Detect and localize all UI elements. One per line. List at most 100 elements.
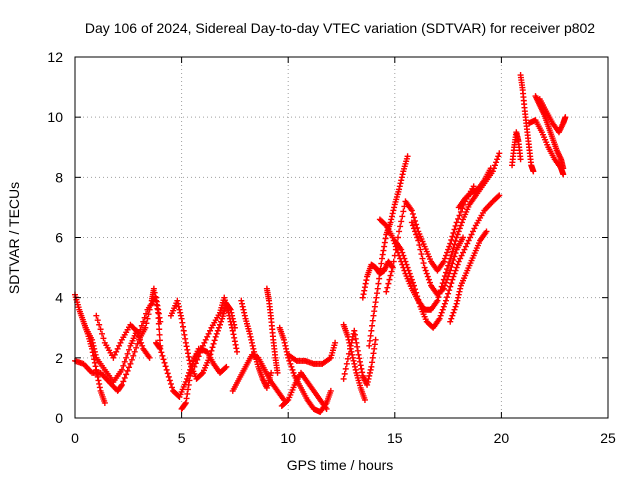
series-sat-track-11 — [263, 285, 281, 376]
data-point — [90, 342, 97, 349]
data-point — [454, 261, 461, 268]
data-point — [453, 234, 460, 241]
data-point — [117, 339, 124, 346]
data-point — [156, 326, 163, 333]
data-point — [413, 289, 420, 296]
data-point — [366, 369, 373, 376]
data-point — [286, 357, 293, 364]
data-point — [493, 159, 500, 166]
data-point — [195, 353, 202, 360]
data-point — [118, 381, 125, 388]
data-point — [182, 400, 189, 407]
data-point — [368, 363, 375, 370]
data-point — [156, 344, 163, 351]
data-point — [447, 267, 454, 274]
data-point — [390, 207, 397, 214]
data-point — [412, 228, 419, 235]
data-point — [156, 337, 163, 344]
y-tick-label: 2 — [55, 350, 63, 366]
data-point — [137, 326, 144, 333]
data-point — [182, 339, 189, 346]
data-point — [226, 312, 233, 319]
data-point — [214, 327, 221, 334]
data-point — [464, 240, 471, 247]
data-point — [469, 228, 476, 235]
data-point — [402, 258, 409, 265]
data-point — [492, 162, 499, 169]
data-point — [415, 296, 422, 303]
data-point — [356, 355, 363, 362]
data-point — [176, 306, 183, 313]
data-point — [371, 341, 378, 348]
data-point — [143, 310, 150, 317]
data-point — [120, 362, 127, 369]
data-point — [155, 310, 162, 317]
data-point — [358, 365, 365, 372]
data-point — [156, 331, 163, 338]
data-point — [187, 372, 194, 379]
data-point — [416, 242, 423, 249]
data-point — [228, 321, 235, 328]
data-point — [134, 340, 141, 347]
data-point — [151, 289, 158, 296]
data-point — [451, 253, 458, 260]
series-sat-track-29 — [536, 96, 569, 136]
y-tick-label: 0 — [55, 410, 63, 426]
data-point — [156, 314, 163, 321]
data-point — [417, 246, 424, 253]
data-point — [366, 337, 373, 344]
data-point — [388, 213, 395, 220]
data-point — [89, 339, 96, 346]
data-point — [216, 321, 223, 328]
data-point — [367, 332, 374, 339]
series-sat-track-26 — [517, 72, 537, 175]
data-point — [208, 347, 215, 354]
data-point — [152, 293, 159, 300]
data-point — [384, 284, 391, 291]
data-point — [387, 219, 394, 226]
data-point — [415, 237, 422, 244]
data-point — [274, 369, 281, 376]
data-point — [92, 363, 99, 370]
data-point — [448, 264, 455, 271]
data-point — [144, 315, 151, 322]
data-point — [353, 339, 360, 346]
series-sat-track-18 — [366, 153, 411, 349]
data-point — [96, 384, 103, 391]
data-point — [153, 298, 160, 305]
data-point — [113, 348, 120, 355]
data-point — [423, 270, 430, 277]
data-point — [442, 297, 449, 304]
series-sat-track-22 — [408, 219, 467, 298]
data-point — [375, 280, 382, 287]
series-sat-track-23 — [447, 228, 490, 325]
data-point — [352, 335, 359, 342]
data-points — [72, 72, 569, 415]
data-point — [370, 312, 377, 319]
data-point — [440, 258, 447, 265]
data-point — [230, 331, 237, 338]
data-point — [96, 321, 103, 328]
data-point — [290, 369, 297, 376]
data-point — [442, 269, 449, 276]
data-point — [249, 342, 256, 349]
data-point — [352, 366, 359, 373]
data-point — [369, 317, 376, 324]
data-point — [381, 239, 388, 246]
data-point — [445, 290, 452, 297]
data-point — [184, 346, 191, 353]
data-point — [215, 324, 222, 331]
data-point — [450, 229, 457, 236]
data-point — [560, 171, 567, 178]
data-point — [166, 377, 173, 384]
data-point — [177, 312, 184, 319]
data-point — [388, 216, 395, 223]
data-point — [437, 312, 444, 319]
data-point — [207, 327, 214, 334]
data-point — [114, 345, 121, 352]
data-point — [239, 300, 246, 307]
data-point — [363, 277, 370, 284]
data-point — [161, 359, 168, 366]
data-point — [194, 356, 201, 363]
data-point — [456, 225, 463, 232]
